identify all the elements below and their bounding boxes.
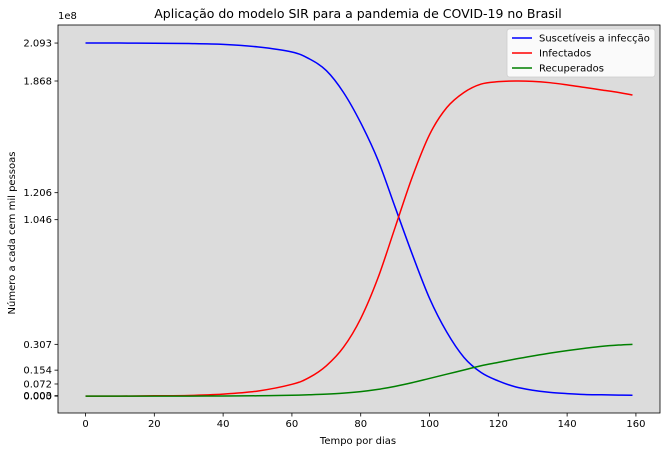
y-tick-label: 0.154 <box>23 366 52 377</box>
y-tick-label: 0.003 <box>23 391 52 402</box>
legend: Suscetíveis a infecção Infectados Recupera… <box>506 28 656 78</box>
x-tick-label: 40 <box>217 419 230 430</box>
y-tick-label: 1.206 <box>23 188 52 199</box>
series-layer <box>85 42 633 397</box>
y-tick-label: 1.868 <box>23 77 52 88</box>
plot-area <box>58 25 660 413</box>
series-line-0 <box>85 42 633 397</box>
x-tick-label: 0 <box>82 419 88 430</box>
series-line-2 <box>85 343 633 397</box>
series-line-1 <box>85 80 633 397</box>
x-axis-label: Tempo por dias <box>319 436 396 447</box>
legend-label-2: Recuperados <box>539 64 604 75</box>
legend-label-0: Suscetíveis a infecção <box>539 33 650 45</box>
y-offset-text: 1e8 <box>58 11 77 22</box>
x-tick-label: 80 <box>354 419 367 430</box>
x-tick-label: 20 <box>148 419 161 430</box>
chart-title: Aplicação do modelo SIR para a pandemia … <box>154 6 562 21</box>
y-tick-label: 1.046 <box>23 215 52 226</box>
x-tick-label: 60 <box>286 419 299 430</box>
x-tick-label: 100 <box>420 419 439 430</box>
y-axis-label: Número a cada cem mil pessoas <box>6 152 18 315</box>
y-tick-label: 0.000 <box>23 392 52 403</box>
y-tick-label: 0.072 <box>23 379 52 390</box>
legend-label-1: Infectados <box>539 49 591 60</box>
y-tick-label: 0.307 <box>23 340 52 351</box>
x-tick-label: 120 <box>489 419 508 430</box>
x-tick-label: 160 <box>626 419 645 430</box>
axes-frame <box>57 24 661 414</box>
x-tick-label: 140 <box>558 419 577 430</box>
legend-box <box>506 28 656 78</box>
axes-layer <box>57 24 661 414</box>
y-tick-label: 2.093 <box>23 39 52 50</box>
